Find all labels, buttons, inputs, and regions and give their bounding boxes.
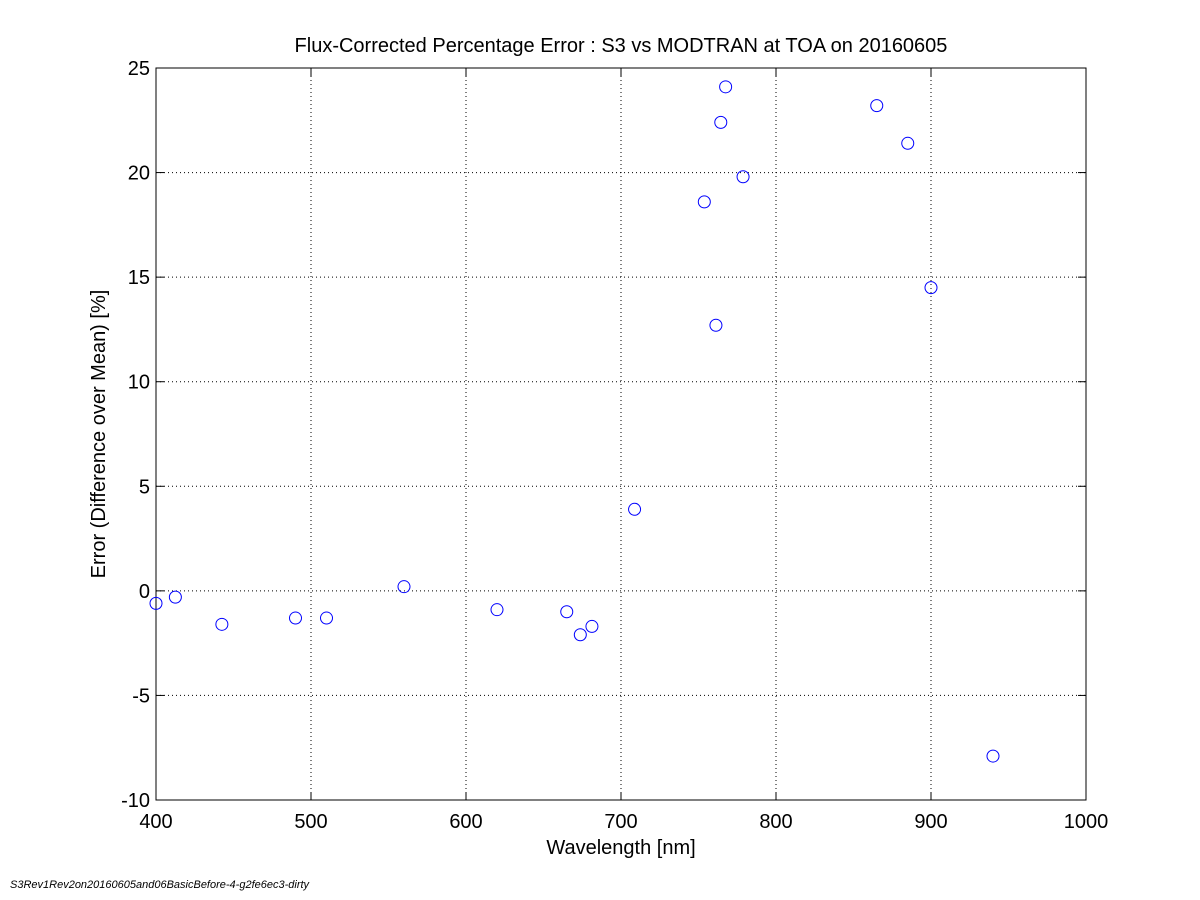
data-point bbox=[168, 590, 182, 604]
data-point bbox=[320, 611, 333, 625]
data-point bbox=[709, 318, 723, 332]
chart-title: Flux-Corrected Percentage Error : S3 vs … bbox=[295, 35, 948, 57]
y-tick-labels: -10 -5 0 5 10 15 20 25 bbox=[121, 58, 150, 812]
axes-frame bbox=[155, 67, 1087, 801]
data-point bbox=[149, 596, 163, 610]
data-point bbox=[870, 99, 884, 113]
data-point bbox=[585, 619, 599, 633]
y-tick-label: 0 bbox=[139, 581, 150, 603]
data-point bbox=[736, 170, 750, 184]
grid-lines bbox=[156, 68, 1086, 800]
data-point bbox=[697, 195, 711, 209]
data-point bbox=[397, 580, 411, 594]
axes-background bbox=[155, 67, 1087, 801]
y-tick-label: 15 bbox=[128, 267, 150, 289]
x-tick-labels: 400 500 600 700 800 900 1000 bbox=[139, 811, 1108, 833]
data-point bbox=[986, 749, 1000, 763]
y-tick-label: 25 bbox=[128, 58, 150, 80]
y-tick-label: -10 bbox=[121, 790, 150, 812]
x-tick-label: 600 bbox=[449, 811, 482, 833]
y-tick-label: 10 bbox=[128, 372, 150, 394]
data-point bbox=[289, 611, 302, 625]
data-point bbox=[901, 136, 915, 150]
x-tick-label: 800 bbox=[759, 811, 792, 833]
data-point bbox=[628, 502, 642, 516]
x-tick-label: 900 bbox=[914, 811, 947, 833]
x-tick-label: 400 bbox=[139, 811, 172, 833]
data-point bbox=[573, 628, 587, 642]
x-tick-label: 500 bbox=[294, 811, 327, 833]
y-tick-label: 5 bbox=[139, 476, 150, 498]
x-tick-label: 700 bbox=[604, 811, 637, 833]
x-tick-label: 1000 bbox=[1064, 811, 1109, 833]
data-point bbox=[924, 281, 938, 295]
x-axis-label: Wavelength [nm] bbox=[546, 837, 695, 859]
data-point bbox=[719, 80, 733, 94]
y-axis-label: Error (Difference over Mean) [%] bbox=[88, 290, 110, 579]
data-point bbox=[215, 617, 229, 631]
data-point bbox=[490, 603, 504, 617]
footer-label: S3Rev1Rev2on20160605and06BasicBefore-4-g… bbox=[10, 879, 311, 891]
data-point bbox=[714, 115, 728, 129]
y-tick-label: -5 bbox=[132, 685, 150, 707]
data-points bbox=[149, 80, 1000, 763]
data-point bbox=[560, 605, 574, 619]
y-tick-label: 20 bbox=[128, 163, 150, 185]
